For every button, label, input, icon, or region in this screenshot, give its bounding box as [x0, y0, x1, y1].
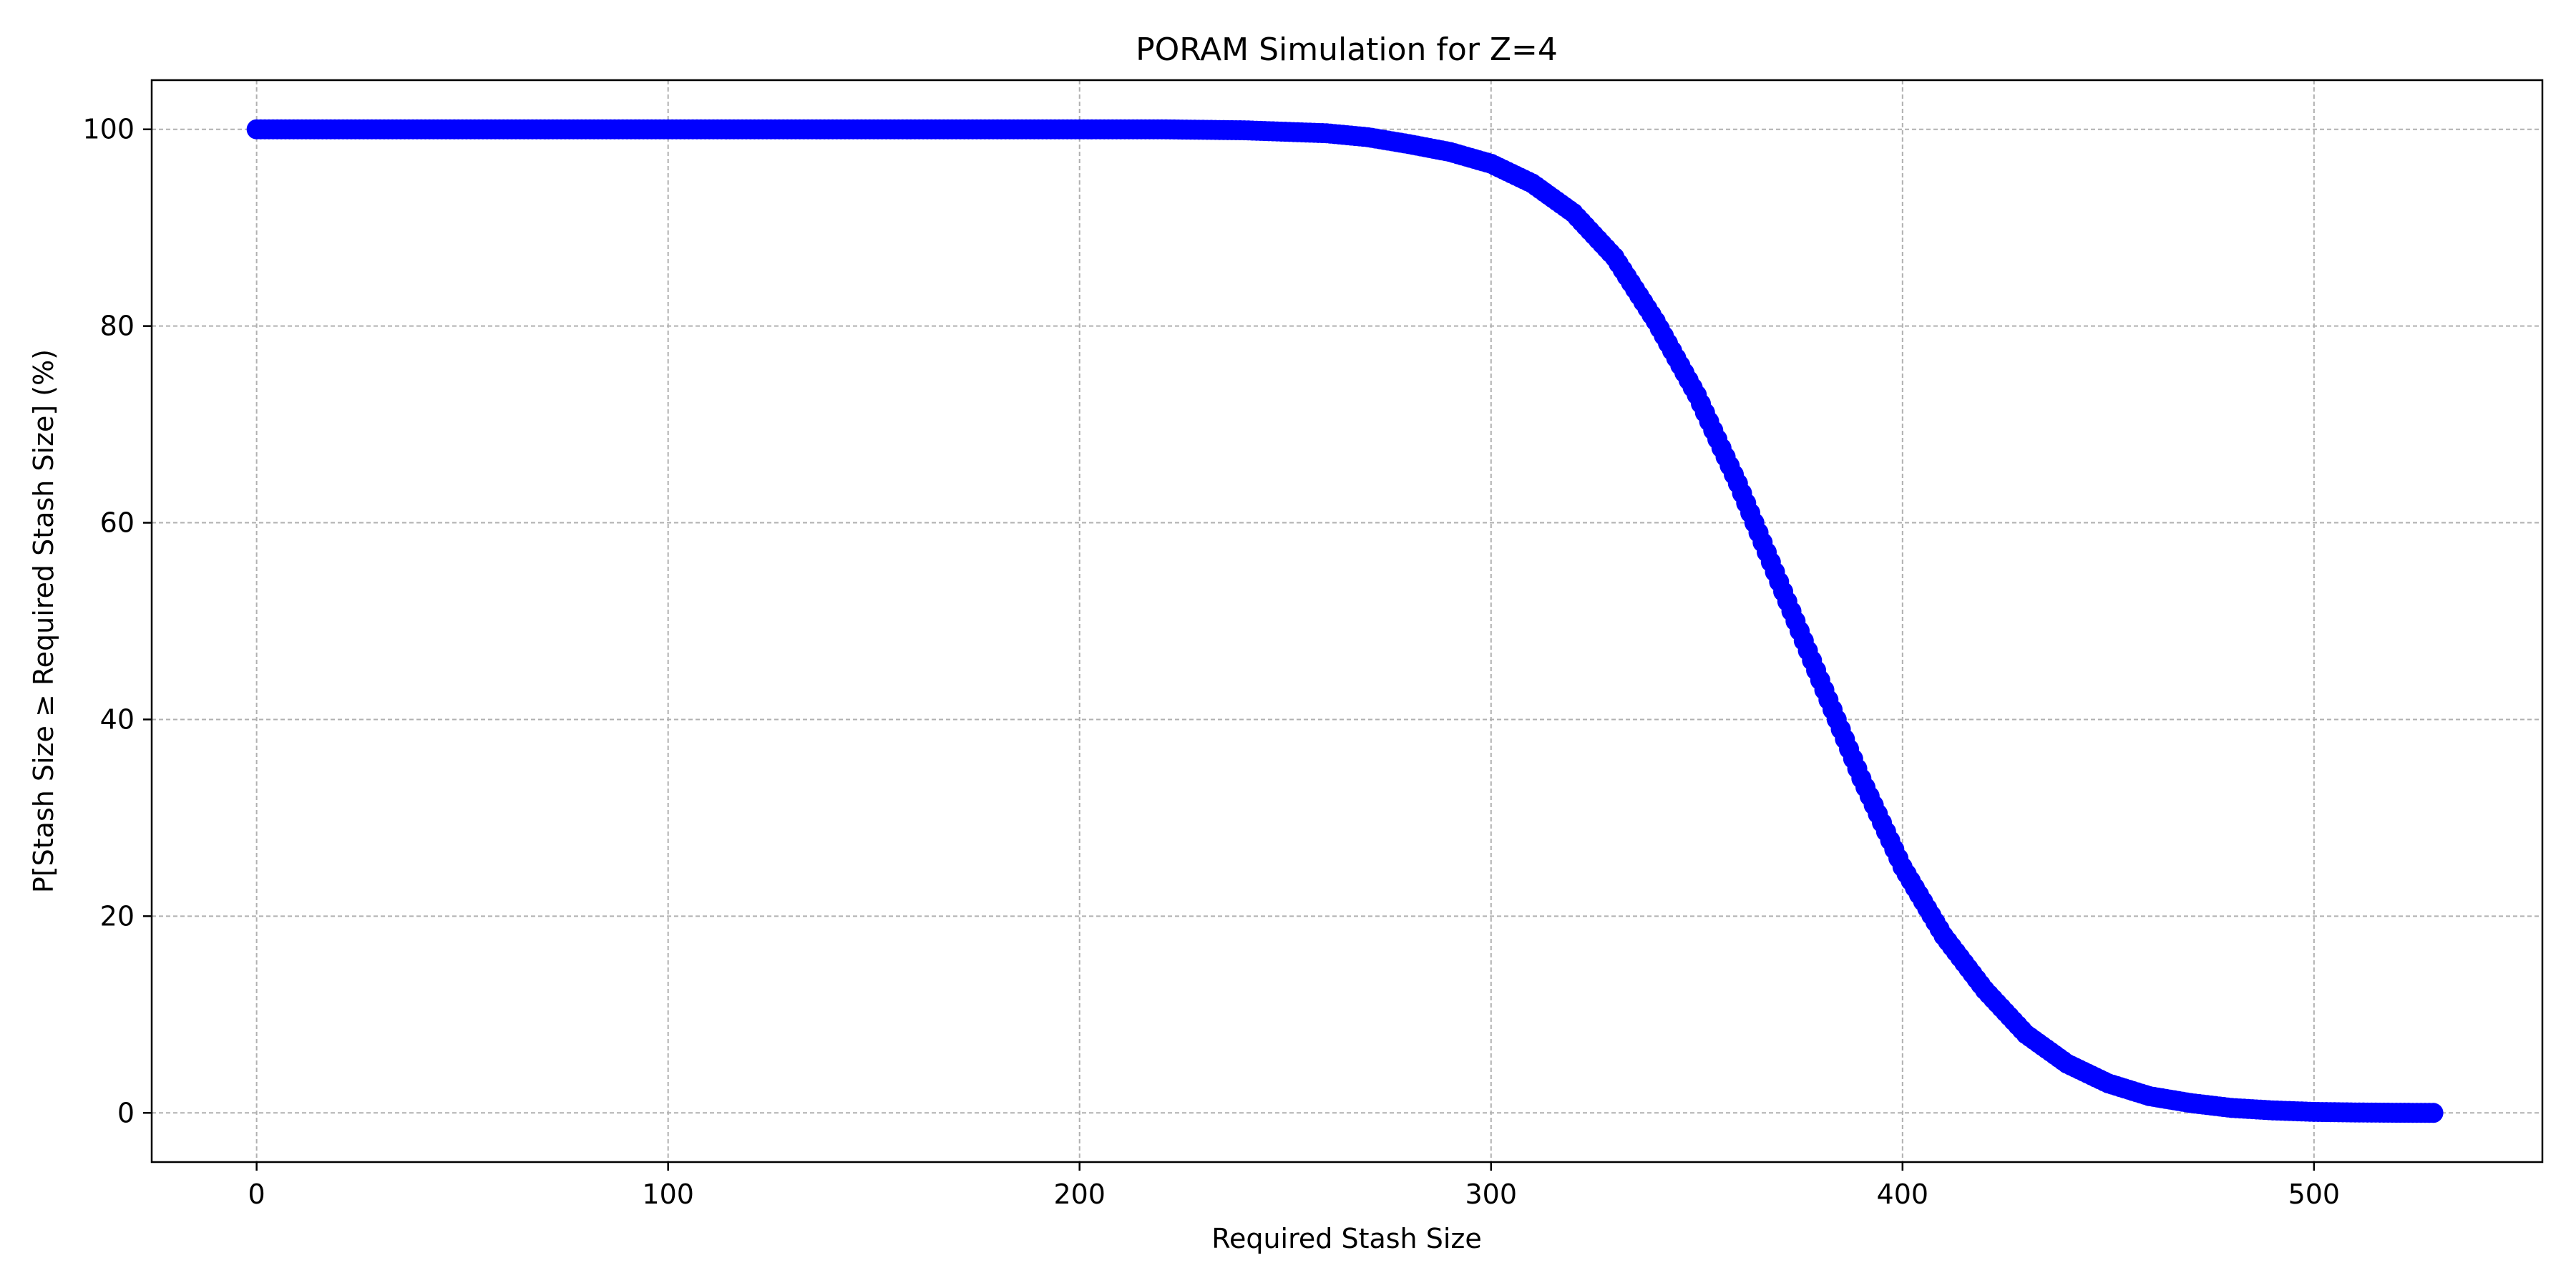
x-axis-label: Required Stash Size: [1211, 1223, 1481, 1254]
y-tick-label: 0: [117, 1097, 135, 1128]
y-tick-label: 80: [100, 311, 135, 342]
x-tick-label: 500: [2288, 1179, 2341, 1210]
y-tick-label: 40: [100, 703, 135, 735]
y-tick-label: 60: [100, 507, 135, 539]
x-axis: 0 100 200 300 400 500: [248, 1162, 2341, 1210]
y-axis-label: P[Stash Size ≥ Required Stash Size] (%): [28, 349, 59, 893]
y-tick-label: 20: [100, 900, 135, 932]
data-point: [2423, 1103, 2444, 1123]
x-tick-label: 200: [1053, 1179, 1106, 1210]
chart-title: PORAM Simulation for Z=4: [1136, 31, 1558, 68]
plot-frame: [150, 79, 2544, 1163]
data-points: [246, 119, 2444, 1123]
y-tick-label: 100: [82, 114, 135, 145]
x-tick-label: 0: [248, 1179, 265, 1210]
y-axis: 0 20 40 60 80 100: [82, 114, 152, 1128]
x-tick-label: 100: [642, 1179, 694, 1210]
x-tick-label: 400: [1877, 1179, 1929, 1210]
x-tick-label: 300: [1465, 1179, 1517, 1210]
grid: [152, 80, 2542, 1162]
